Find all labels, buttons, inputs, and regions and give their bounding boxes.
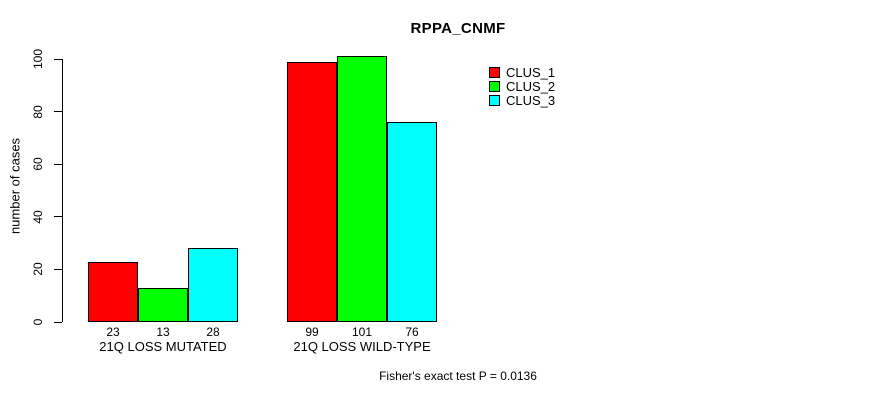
bar-value-label: 101 [351,325,373,339]
legend-label: CLUS_3 [506,92,556,108]
legend: CLUS_1 CLUS_2 CLUS_3 [489,64,556,108]
bar-clus_3-group1 [188,248,238,322]
y-tick-mark-80 [54,111,62,113]
y-tick-mark-60 [54,163,62,165]
y-tick-label-80: 80 [31,104,45,119]
y-tick-label-20: 20 [31,262,45,277]
bar-clus_1-group1 [88,262,138,322]
bar-clus_1-group2 [287,62,337,322]
y-tick-mark-0 [54,321,62,323]
legend-label: CLUS_2 [506,78,556,94]
y-tick-mark-40 [54,216,62,218]
y-tick-mark-20 [54,268,62,270]
category-label-1: 21Q LOSS MUTATED [99,339,227,354]
bar-clus_2-group1 [138,288,188,322]
legend-label: CLUS_1 [506,64,556,80]
y-tick-label-40: 40 [31,210,45,224]
legend-swatch-icon [489,66,500,78]
y-tick-label-0: 0 [31,318,45,326]
legend-item-clus_2: CLUS_2 [489,78,556,94]
y-tick-mark-100 [54,58,62,60]
y-axis-label: number of cases [7,137,23,235]
chart-title: RPPA_CNMF [410,20,506,37]
bar-value-label: 99 [305,325,319,339]
category-label-2: 21Q LOSS WILD-TYPE [293,339,431,354]
y-axis-line [62,59,63,322]
legend-swatch-icon [489,94,500,106]
bar-value-label: 28 [206,325,220,339]
bar-value-label: 23 [106,325,120,339]
y-tick-label-60: 60 [31,157,45,171]
legend-item-clus_1: CLUS_1 [489,64,556,80]
legend-swatch-icon [489,80,500,92]
annotation-fishers-test: Fisher's exact test P = 0.0136 [379,369,537,383]
legend-item-clus_3: CLUS_3 [489,92,556,108]
bar-value-label: 13 [156,325,170,339]
bar-value-label: 76 [405,325,419,339]
bar-clus_3-group2 [387,122,437,322]
y-tick-label-100: 100 [31,48,45,70]
bar-clus_2-group2 [337,56,387,322]
